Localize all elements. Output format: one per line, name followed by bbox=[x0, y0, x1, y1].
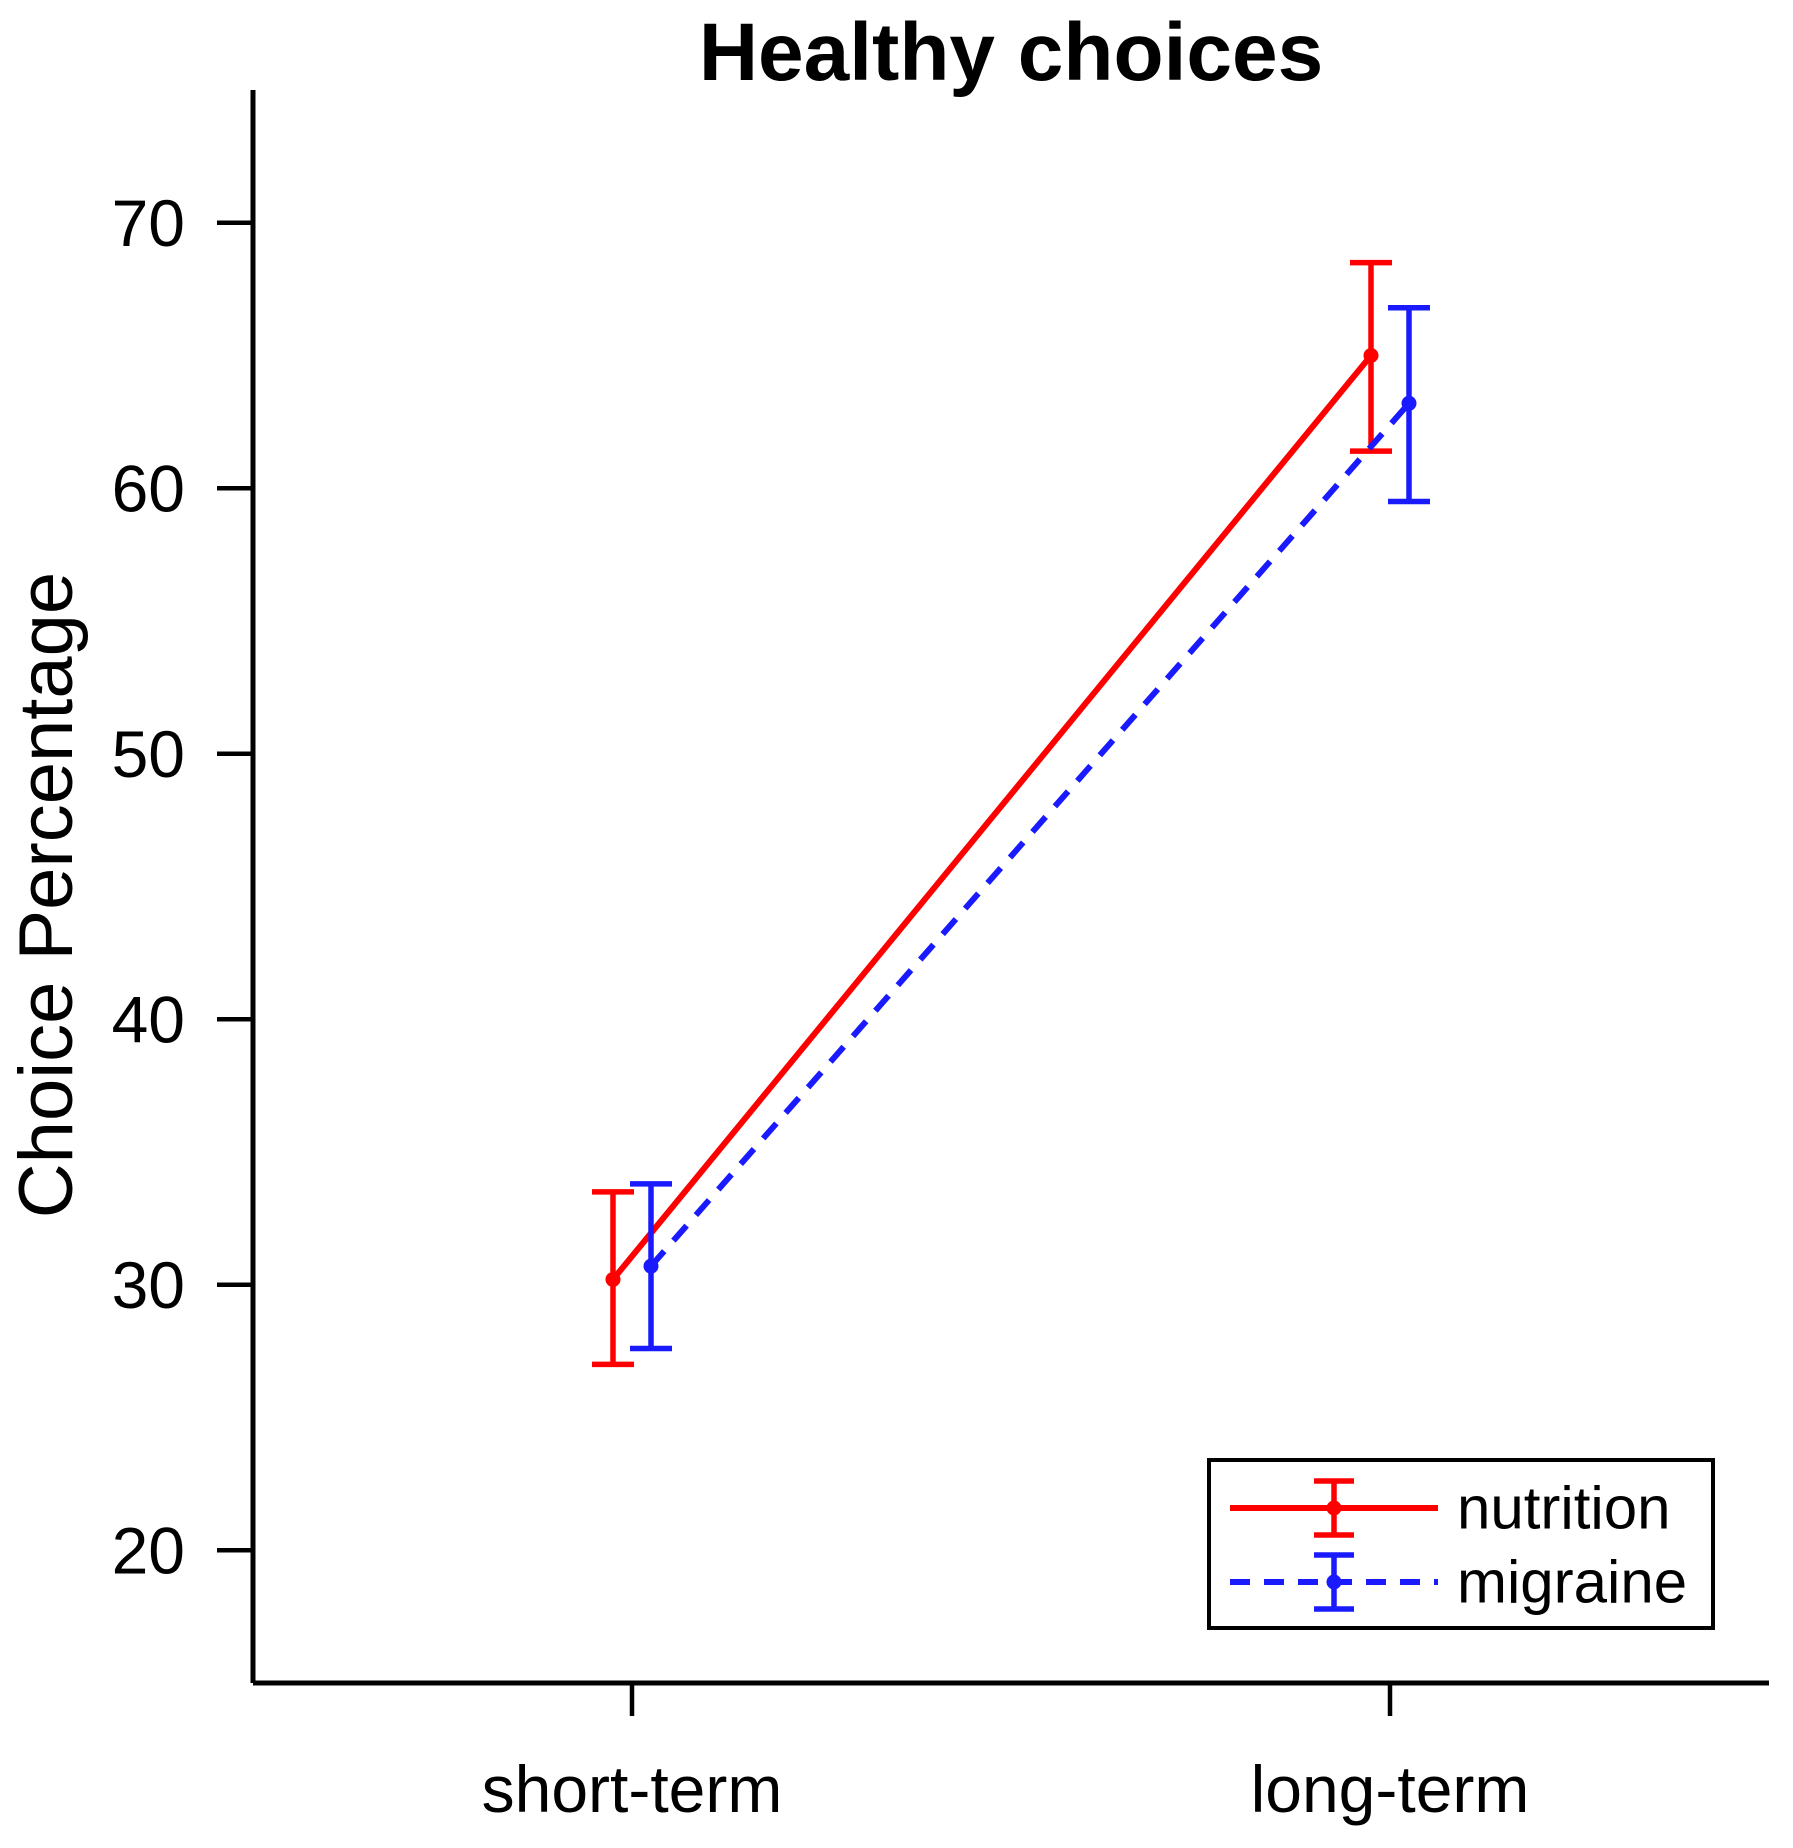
y-axis-label: Choice Percentage bbox=[4, 572, 89, 1218]
legend-box bbox=[1207, 1458, 1715, 1630]
y-axis-ticks: 20 30 40 50 60 70 bbox=[112, 186, 253, 1587]
legend-migraine-point bbox=[1326, 1574, 1342, 1590]
x-tick-label: long-term bbox=[1251, 1752, 1530, 1826]
legend-nutrition-label: nutrition bbox=[1457, 1475, 1670, 1542]
x-axis-ticks: short-term long-term bbox=[482, 1683, 1530, 1826]
x-tick-label: short-term bbox=[482, 1752, 783, 1826]
series-nutrition-point bbox=[1363, 348, 1379, 363]
y-tick-label: 20 bbox=[112, 1513, 185, 1587]
legend-migraine-label: migraine bbox=[1457, 1549, 1687, 1616]
y-tick-label: 60 bbox=[112, 451, 185, 525]
series-nutrition-point bbox=[605, 1271, 621, 1287]
y-tick-label: 30 bbox=[112, 1248, 185, 1322]
y-tick-label: 50 bbox=[112, 717, 185, 791]
legend-nutrition-point bbox=[1326, 1500, 1342, 1516]
legend: nutrition migraine bbox=[1207, 1458, 1715, 1630]
chart-title: Healthy choices bbox=[699, 7, 1323, 98]
legend-entry-migraine: migraine bbox=[1230, 1549, 1687, 1616]
legend-entry-nutrition: nutrition bbox=[1230, 1475, 1670, 1542]
series-migraine-point bbox=[643, 1258, 659, 1274]
axes bbox=[250, 90, 1769, 1686]
series-migraine-point bbox=[1401, 395, 1417, 411]
series-nutrition-line bbox=[610, 353, 1374, 1282]
series-migraine-line bbox=[648, 401, 1412, 1269]
y-tick-label: 70 bbox=[112, 186, 185, 260]
data-series bbox=[592, 259, 1430, 1368]
y-tick-label: 40 bbox=[112, 982, 185, 1056]
